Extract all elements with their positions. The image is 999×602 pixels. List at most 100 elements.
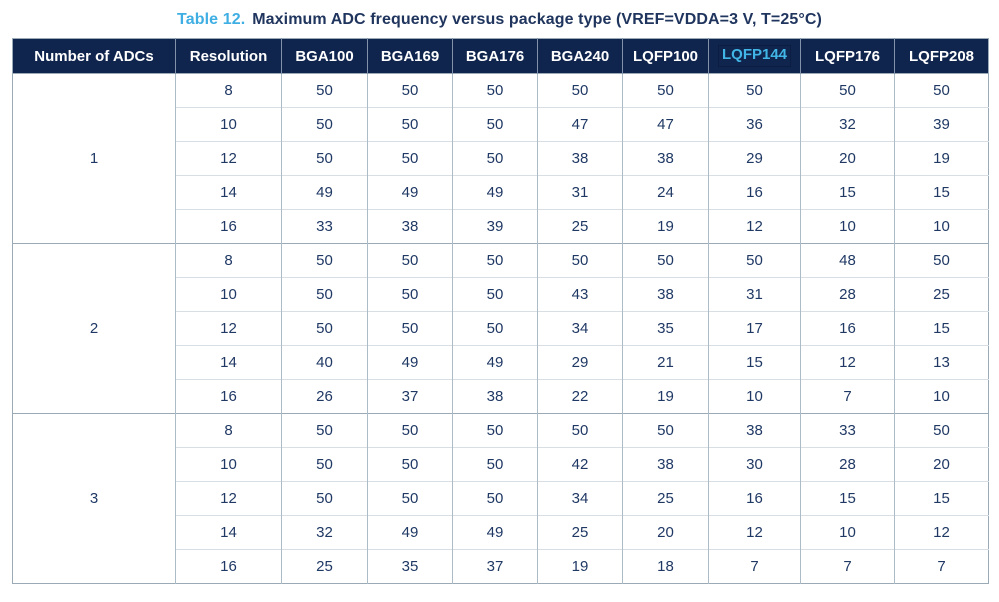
value-cell: 38 — [622, 141, 709, 176]
value-cell: 15 — [894, 311, 989, 346]
value-cell: 28 — [800, 277, 895, 312]
table-row: 12 50 50 50 34 35 17 16 15 — [13, 311, 989, 346]
resolution-cell: 14 — [175, 345, 282, 380]
value-cell: 25 — [281, 549, 368, 584]
value-cell: 50 — [367, 413, 453, 448]
value-cell: 32 — [800, 107, 895, 142]
value-cell: 47 — [622, 107, 709, 142]
value-cell: 50 — [367, 141, 453, 176]
resolution-cell: 16 — [175, 549, 282, 584]
value-cell: 50 — [281, 481, 368, 516]
value-cell: 7 — [800, 379, 895, 414]
value-cell: 10 — [708, 379, 801, 414]
value-cell: 50 — [622, 243, 709, 278]
value-cell: 48 — [800, 243, 895, 278]
resolution-cell: 10 — [175, 107, 282, 142]
document-page: Table 12. Maximum ADC frequency versus pa… — [0, 0, 999, 584]
adc-count-cell: 2 — [12, 243, 176, 414]
value-cell: 34 — [537, 311, 623, 346]
column-header-lqfp100: LQFP100 — [622, 38, 709, 74]
value-cell: 49 — [367, 345, 453, 380]
value-cell: 50 — [894, 413, 989, 448]
value-cell: 37 — [452, 549, 538, 584]
adc-frequency-table: Number of ADCs Resolution BGA100 BGA169 BGA1… — [12, 38, 989, 584]
value-cell: 50 — [452, 107, 538, 142]
value-cell: 50 — [367, 243, 453, 278]
value-cell: 39 — [894, 107, 989, 142]
value-cell: 12 — [894, 515, 989, 550]
value-cell: 19 — [537, 549, 623, 584]
table-row: 10 50 50 50 47 47 36 32 39 — [13, 107, 989, 142]
lqfp144-link[interactable]: LQFP144 — [717, 45, 792, 67]
column-header-lqfp208: LQFP208 — [894, 38, 989, 74]
value-cell: 39 — [452, 209, 538, 244]
value-cell: 12 — [708, 209, 801, 244]
resolution-cell: 8 — [175, 243, 282, 278]
value-cell: 50 — [622, 73, 709, 108]
value-cell: 38 — [452, 379, 538, 414]
value-cell: 7 — [708, 549, 801, 584]
value-cell: 50 — [367, 311, 453, 346]
value-cell: 38 — [367, 209, 453, 244]
value-cell: 16 — [800, 311, 895, 346]
value-cell: 35 — [622, 311, 709, 346]
resolution-cell: 16 — [175, 379, 282, 414]
value-cell: 31 — [708, 277, 801, 312]
value-cell: 50 — [367, 481, 453, 516]
column-header-lqfp144: LQFP144 — [708, 38, 801, 74]
resolution-cell: 10 — [175, 277, 282, 312]
table-row: 14 32 49 49 25 20 12 10 12 — [13, 515, 989, 550]
value-cell: 50 — [452, 447, 538, 482]
value-cell: 50 — [452, 141, 538, 176]
resolution-cell: 10 — [175, 447, 282, 482]
value-cell: 19 — [622, 209, 709, 244]
value-cell: 7 — [894, 549, 989, 584]
value-cell: 10 — [800, 209, 895, 244]
value-cell: 43 — [537, 277, 623, 312]
value-cell: 19 — [622, 379, 709, 414]
value-cell: 50 — [281, 107, 368, 142]
value-cell: 34 — [537, 481, 623, 516]
value-cell: 50 — [537, 413, 623, 448]
value-cell: 20 — [894, 447, 989, 482]
value-cell: 42 — [537, 447, 623, 482]
value-cell: 50 — [281, 243, 368, 278]
value-cell: 50 — [281, 73, 368, 108]
value-cell: 50 — [800, 73, 895, 108]
table-title: Table 12. Maximum ADC frequency versus pa… — [0, 0, 999, 29]
value-cell: 36 — [708, 107, 801, 142]
resolution-cell: 8 — [175, 73, 282, 108]
value-cell: 25 — [894, 277, 989, 312]
value-cell: 37 — [367, 379, 453, 414]
value-cell: 50 — [452, 277, 538, 312]
value-cell: 13 — [894, 345, 989, 380]
value-cell: 38 — [537, 141, 623, 176]
value-cell: 50 — [452, 311, 538, 346]
value-cell: 50 — [894, 73, 989, 108]
value-cell: 15 — [800, 481, 895, 516]
value-cell: 49 — [367, 515, 453, 550]
value-cell: 25 — [622, 481, 709, 516]
value-cell: 49 — [452, 515, 538, 550]
value-cell: 30 — [708, 447, 801, 482]
table-row: 16 26 37 38 22 19 10 7 10 — [13, 379, 989, 414]
value-cell: 50 — [452, 243, 538, 278]
value-cell: 40 — [281, 345, 368, 380]
value-cell: 50 — [537, 73, 623, 108]
value-cell: 21 — [622, 345, 709, 380]
value-cell: 24 — [622, 175, 709, 210]
value-cell: 25 — [537, 209, 623, 244]
value-cell: 28 — [800, 447, 895, 482]
value-cell: 33 — [281, 209, 368, 244]
value-cell: 50 — [452, 413, 538, 448]
value-cell: 17 — [708, 311, 801, 346]
value-cell: 50 — [367, 107, 453, 142]
value-cell: 16 — [708, 481, 801, 516]
value-cell: 50 — [708, 243, 801, 278]
value-cell: 32 — [281, 515, 368, 550]
adc-count-cell: 3 — [12, 413, 176, 584]
resolution-cell: 14 — [175, 175, 282, 210]
column-header-bga240: BGA240 — [537, 38, 623, 74]
value-cell: 50 — [367, 277, 453, 312]
resolution-cell: 8 — [175, 413, 282, 448]
